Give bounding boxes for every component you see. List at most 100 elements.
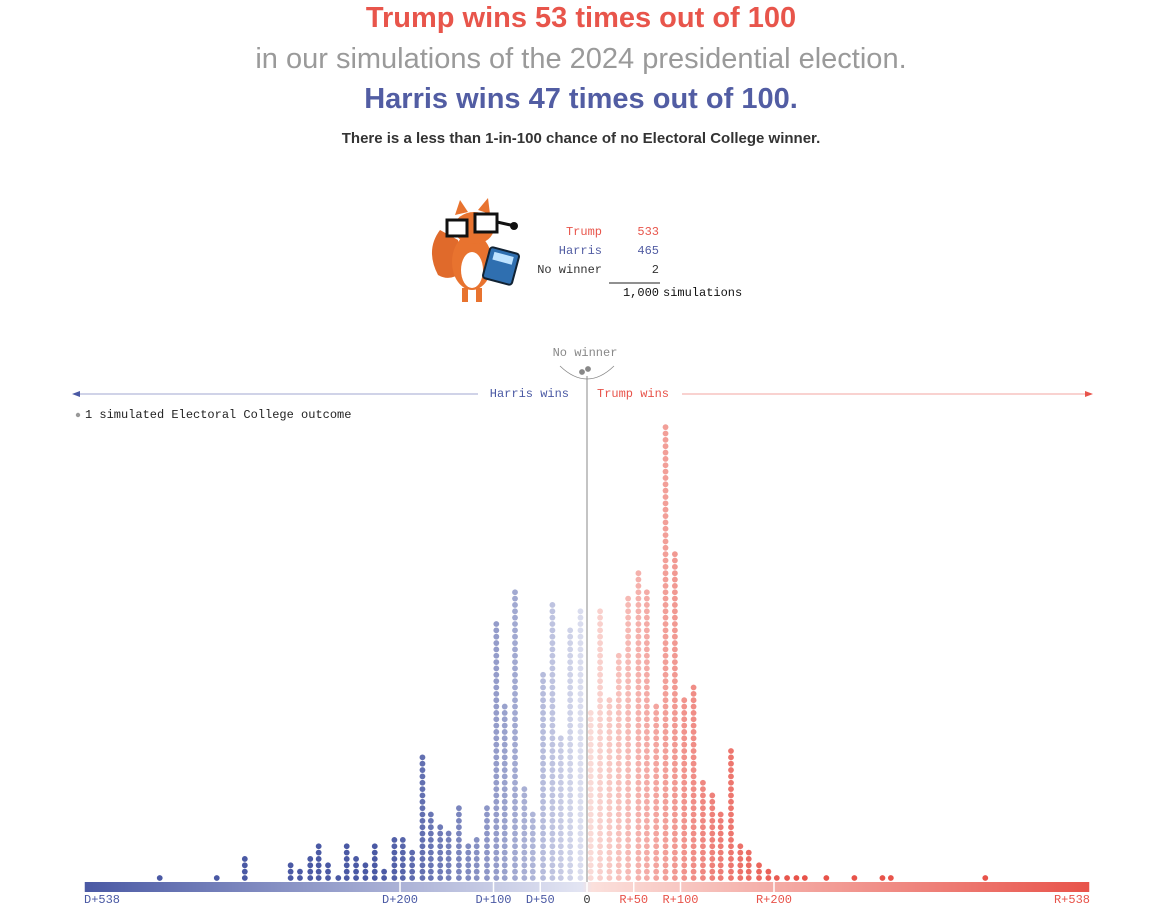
outcome-dot bbox=[681, 792, 688, 799]
outcome-dot bbox=[577, 608, 584, 615]
outcome-dot bbox=[493, 811, 500, 818]
outcome-dot bbox=[567, 710, 574, 716]
outcome-dot bbox=[700, 779, 706, 786]
outcome-dot bbox=[427, 868, 434, 875]
outcome-dot bbox=[625, 703, 632, 710]
outcome-dot bbox=[717, 875, 724, 881]
outcome-dot bbox=[615, 741, 622, 748]
outcome-dot bbox=[577, 659, 584, 665]
outcome-dot bbox=[700, 856, 706, 862]
outcome-dot bbox=[456, 817, 462, 824]
outcome-dot bbox=[662, 875, 669, 881]
outcome-dot bbox=[512, 678, 518, 685]
outcome-dot bbox=[456, 805, 462, 812]
outcome-dot bbox=[745, 849, 752, 856]
outcome-dot bbox=[419, 830, 426, 837]
outcome-dot bbox=[521, 830, 528, 837]
outcome-dot bbox=[681, 856, 688, 862]
outcome-dot bbox=[681, 760, 688, 767]
outcome-dot bbox=[625, 792, 632, 799]
outcome-dot bbox=[540, 760, 546, 767]
outcome-dot bbox=[557, 792, 564, 799]
outcome-dot bbox=[709, 792, 716, 799]
outcome-dot bbox=[381, 868, 388, 875]
outcome-dot bbox=[643, 722, 650, 729]
outcome-dot bbox=[427, 817, 434, 824]
outcome-dot bbox=[577, 843, 584, 850]
outcome-dot bbox=[540, 798, 546, 805]
outcome-dot bbox=[493, 716, 500, 723]
mascot bbox=[431, 198, 520, 302]
outcome-dot bbox=[643, 856, 650, 862]
outcome-dot bbox=[577, 824, 584, 831]
outcome-dot bbox=[493, 652, 500, 659]
outcome-dot bbox=[484, 837, 490, 843]
outcome-dot bbox=[512, 875, 518, 881]
outcome-dot bbox=[353, 862, 359, 869]
outcome-dot bbox=[662, 506, 669, 513]
outcome-dot bbox=[325, 875, 331, 881]
outcome-dot bbox=[512, 830, 518, 837]
outcome-dot bbox=[625, 697, 632, 704]
outcome-dot bbox=[501, 779, 508, 786]
outcome-dot bbox=[653, 786, 660, 792]
outcome-dot bbox=[529, 843, 536, 850]
outcome-dot bbox=[728, 875, 734, 881]
outcome-dot bbox=[709, 837, 716, 843]
outcome-dot bbox=[577, 640, 584, 646]
outcome-dot bbox=[625, 748, 632, 754]
outcome-dot bbox=[717, 843, 724, 850]
outcome-dot bbox=[681, 741, 688, 748]
outcome-dot bbox=[540, 824, 546, 831]
outcome-dot bbox=[557, 748, 564, 754]
outcome-dot bbox=[728, 760, 734, 767]
outcome-dot bbox=[549, 868, 556, 875]
outcome-dot bbox=[529, 824, 536, 831]
outcome-dot bbox=[521, 843, 528, 850]
outcome-dot bbox=[549, 817, 556, 824]
outcome-dot bbox=[671, 671, 678, 678]
outcome-dot bbox=[625, 640, 632, 646]
outcome-dot bbox=[597, 792, 603, 799]
outcome-dot bbox=[540, 690, 546, 697]
outcome-dot bbox=[540, 767, 546, 773]
outcome-dot bbox=[445, 830, 452, 837]
outcome-dot bbox=[549, 741, 556, 748]
outcome-dot bbox=[700, 811, 706, 818]
outcome-dot bbox=[662, 659, 669, 665]
outcome-dot bbox=[737, 849, 744, 856]
outcome-dot bbox=[671, 748, 678, 754]
outcome-dot bbox=[512, 614, 518, 621]
outcome-dot bbox=[493, 729, 500, 735]
outcome-dot bbox=[419, 754, 426, 761]
x-tick-label: R+50 bbox=[619, 893, 648, 907]
outcome-dot bbox=[681, 849, 688, 856]
outcome-dot bbox=[557, 849, 564, 856]
outcome-dot bbox=[419, 856, 426, 862]
outcome-dot bbox=[606, 837, 613, 843]
outcome-dot bbox=[399, 856, 406, 862]
outcome-dot bbox=[635, 868, 642, 875]
outcome-dot bbox=[671, 824, 678, 831]
outcome-dot bbox=[456, 849, 462, 856]
outcome-dot bbox=[671, 773, 678, 780]
outcome-dot bbox=[606, 767, 613, 773]
outcome-dot bbox=[445, 868, 452, 875]
outcome-dot bbox=[512, 754, 518, 761]
outcome-dot bbox=[643, 824, 650, 831]
outcome-dot bbox=[427, 875, 434, 881]
outcome-dot bbox=[615, 722, 622, 729]
outcome-dot bbox=[635, 722, 642, 729]
outcome-dot bbox=[587, 811, 594, 818]
outcome-dot bbox=[671, 830, 678, 837]
outcome-dot bbox=[512, 767, 518, 773]
outcome-dot bbox=[653, 767, 660, 773]
outcome-dot bbox=[671, 551, 678, 558]
outcome-dot bbox=[353, 856, 359, 862]
outcome-dot bbox=[501, 767, 508, 773]
outcome-dot bbox=[577, 722, 584, 729]
outcome-dot bbox=[653, 741, 660, 748]
outcome-dot bbox=[456, 843, 462, 850]
outcome-dot bbox=[597, 646, 603, 653]
outcome-dot bbox=[681, 722, 688, 729]
